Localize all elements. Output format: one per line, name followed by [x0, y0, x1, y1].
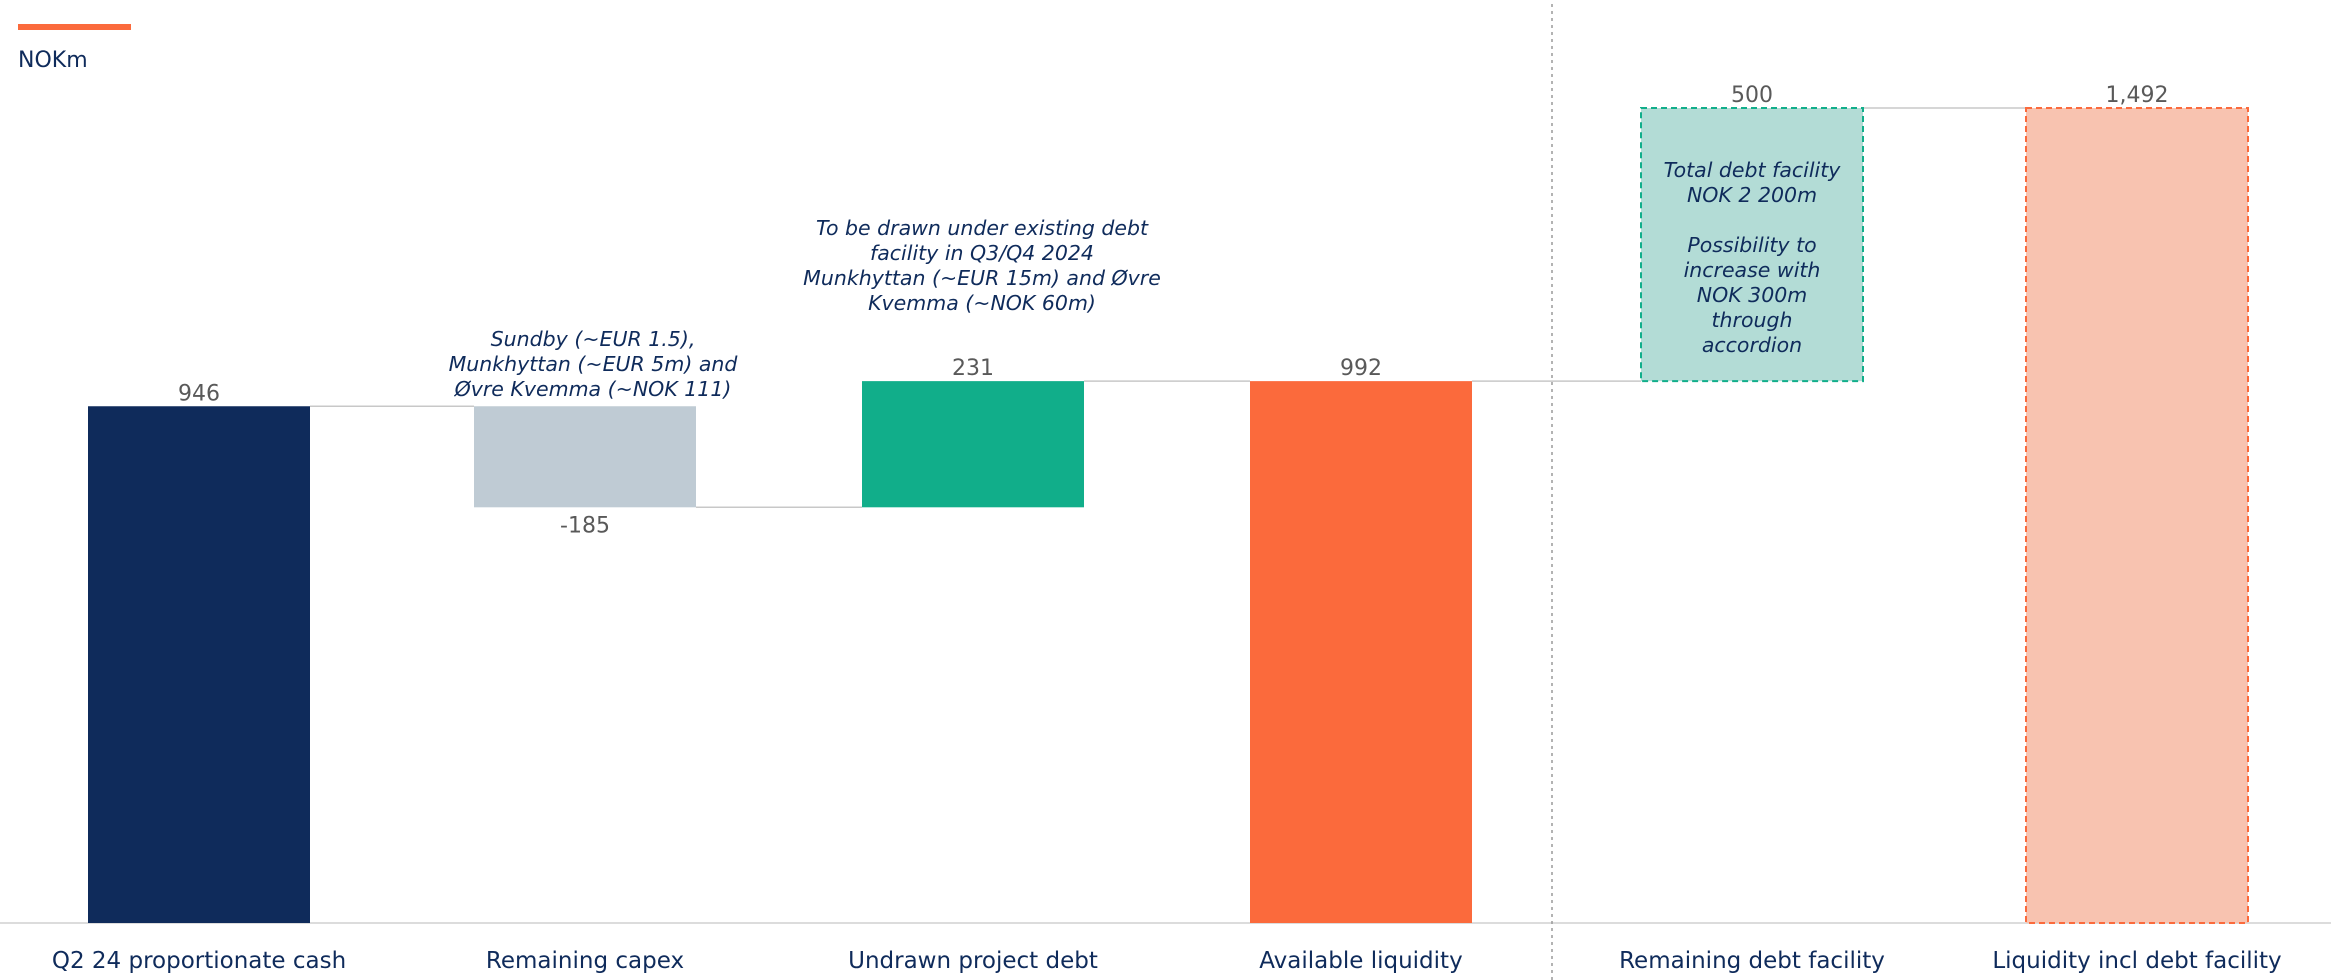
bar-2 — [474, 406, 696, 508]
annotation-text: NOK 300m — [1697, 283, 1808, 307]
annotation-text: Munkhyttan (~EUR 5m) and — [449, 352, 739, 376]
data-label: -185 — [560, 513, 610, 538]
x-tick-label: Available liquidity — [1259, 948, 1462, 974]
annotation-text: Øvre Kvemma (~NOK 111) — [454, 377, 732, 401]
accent-line — [18, 24, 131, 30]
bar-5 — [1640, 107, 1864, 383]
annotation-text: increase with — [1684, 258, 1821, 282]
data-label: 231 — [952, 356, 994, 381]
bar-4 — [1250, 381, 1472, 924]
data-label: 500 — [1731, 83, 1773, 108]
x-tick-label: Liquidity incl debt facility — [1992, 948, 2281, 974]
annotation-text: through — [1712, 308, 1793, 332]
annotation-text: Sundby (~EUR 1.5), — [491, 327, 696, 351]
bar-1 — [88, 406, 310, 923]
bar-6 — [2025, 107, 2249, 924]
data-label: 1,492 — [2106, 83, 2169, 108]
annotation-text: accordion — [1702, 333, 1802, 357]
bar-3 — [862, 381, 1084, 508]
annotation-text: facility in Q3/Q4 2024 — [870, 241, 1094, 265]
data-label: 992 — [1340, 356, 1382, 381]
data-label: 946 — [178, 381, 220, 406]
annotation-text: Total debt facility — [1664, 158, 1842, 182]
unit-label: NOKm — [18, 48, 88, 73]
x-tick-label: Undrawn project debt — [848, 948, 1098, 974]
x-tick-label: Remaining capex — [486, 948, 684, 974]
annotation-text: NOK 2 200m — [1687, 183, 1817, 207]
annotation-text: Possibility to — [1687, 233, 1816, 257]
annotation-text: Kvemma (~NOK 60m) — [868, 291, 1096, 315]
annotation-text: Munkhyttan (~EUR 15m) and Øvre — [803, 266, 1161, 290]
x-tick-label: Remaining debt facility — [1619, 948, 1885, 974]
x-tick-label: Q2 24 proportionate cash — [52, 948, 346, 974]
annotation-text: To be drawn under existing debt — [816, 216, 1149, 240]
